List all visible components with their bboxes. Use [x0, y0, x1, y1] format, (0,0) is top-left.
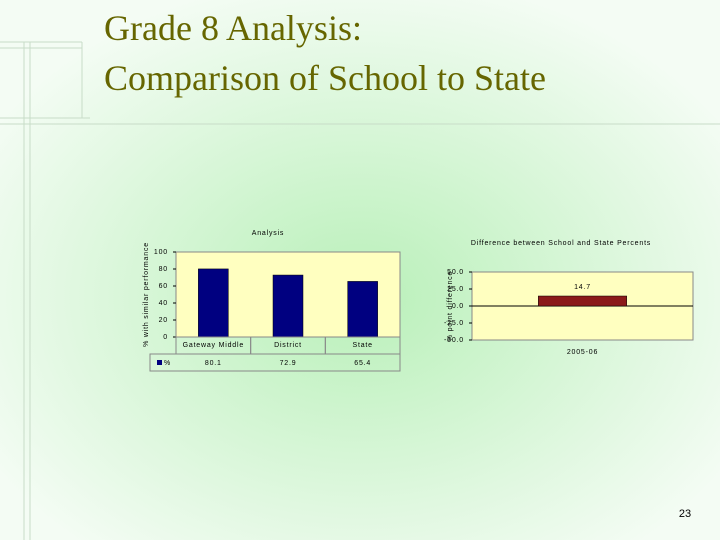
legend-label: %	[164, 360, 171, 367]
x-tick-label: Gateway Middle	[183, 342, 244, 349]
slide-title: Grade 8 Analysis:	[104, 8, 362, 48]
y-axis-label: % point difference	[447, 271, 454, 341]
y-tick-label: 60	[159, 283, 168, 290]
table-value: 72.9	[280, 360, 297, 367]
y-tick-label: 40	[159, 300, 168, 307]
bar	[272, 274, 304, 338]
x-tick-label: District	[274, 342, 302, 349]
chart-title: Difference between School and State Perc…	[471, 240, 651, 247]
table-value: 65.4	[354, 360, 371, 367]
bar	[538, 295, 627, 307]
y-tick-label: 100	[154, 249, 168, 256]
chart-title: Analysis	[252, 230, 284, 237]
y-tick-label: -50.0	[444, 337, 464, 344]
bar	[198, 268, 229, 338]
x-tick-label: State	[352, 342, 372, 349]
y-tick-label: 0	[163, 334, 168, 341]
y-tick-label: 25.0	[447, 286, 464, 293]
x-tick-label: 2005-06	[567, 349, 598, 356]
data-label: 14.7	[574, 284, 591, 291]
table-row	[149, 353, 401, 372]
bar	[347, 281, 378, 338]
y-tick-label: 50.0	[447, 269, 464, 276]
y-axis-label: % with similar performance	[143, 242, 150, 347]
y-tick-label: -25.0	[444, 320, 464, 327]
table-value: 80.1	[205, 360, 222, 367]
y-tick-label: 80	[159, 266, 168, 273]
page-number: 23	[679, 508, 691, 520]
y-tick-label: 0.0	[452, 303, 464, 310]
y-tick-label: 20	[159, 317, 168, 324]
decoration	[0, 41, 720, 540]
legend-swatch	[157, 360, 162, 365]
slide-title: Comparison of School to State	[104, 58, 546, 98]
